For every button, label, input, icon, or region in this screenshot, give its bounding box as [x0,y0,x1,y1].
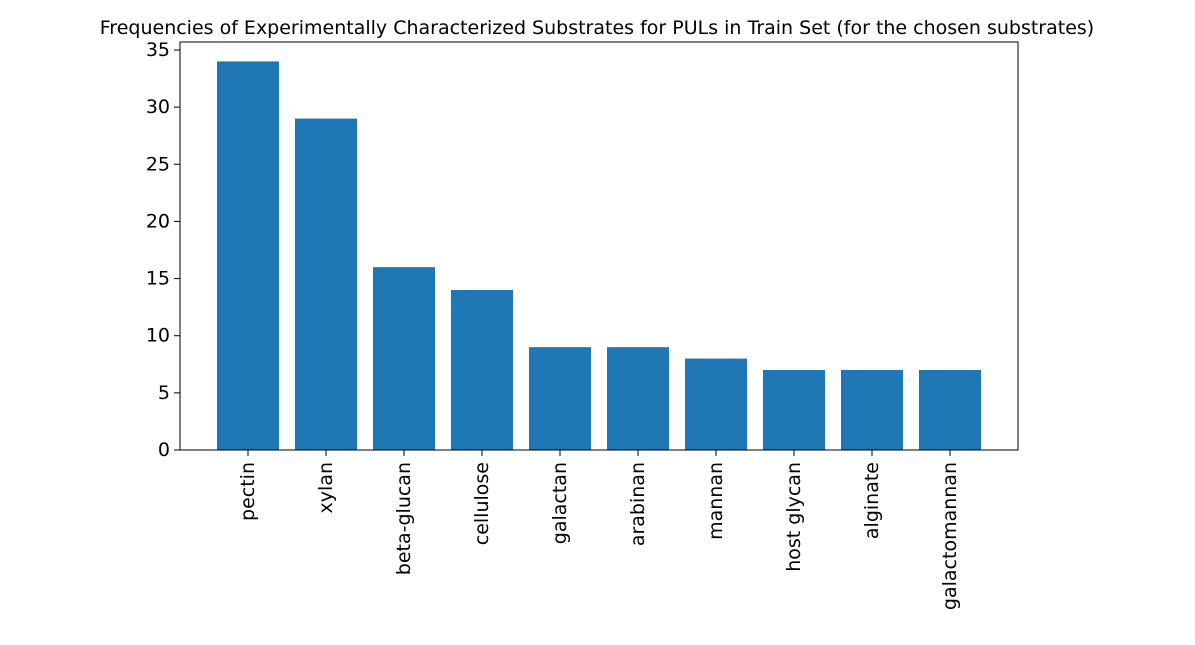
x-tick-label: alginate [861,462,883,539]
bar-beta-glucan [373,267,435,450]
bar-galactan [529,347,591,450]
chart-title: Frequencies of Experimentally Characteri… [100,17,1094,39]
y-tick-label: 15 [146,268,170,290]
x-tick-label: xylan [315,462,337,513]
x-tick-label: pectin [237,462,259,521]
y-tick-label: 10 [146,325,170,347]
y-axis: 0 5 10 15 20 25 30 35 [146,39,180,461]
bars-group [217,61,981,451]
bar-cellulose [451,290,513,450]
plot-frame [179,41,1019,451]
bar-pectin [217,61,279,451]
x-tick-label: host glycan [783,462,805,572]
x-tick-label: cellulose [471,462,493,545]
x-tick-label: mannan [705,462,727,540]
bar-xylan [295,118,357,451]
y-tick-label: 25 [146,153,170,175]
y-tick-label: 35 [146,39,170,61]
bar-galactomannan [919,370,981,450]
x-tick-label: beta-glucan [393,462,415,575]
bar-mannan [685,358,747,450]
x-axis: pectin xylan beta-glucan cellulose galactan a… [237,450,961,610]
y-tick-label: 20 [146,210,170,232]
y-tick-label: 5 [158,382,170,404]
x-tick-label: galactomannan [939,462,961,610]
y-tick-label: 0 [158,439,170,461]
bar-arabinan [607,347,669,450]
y-tick-label: 30 [146,96,170,118]
bar-host-glycan [763,370,825,450]
bar-alginate [841,370,903,450]
x-tick-label: arabinan [627,462,649,546]
x-tick-label: galactan [549,462,571,544]
